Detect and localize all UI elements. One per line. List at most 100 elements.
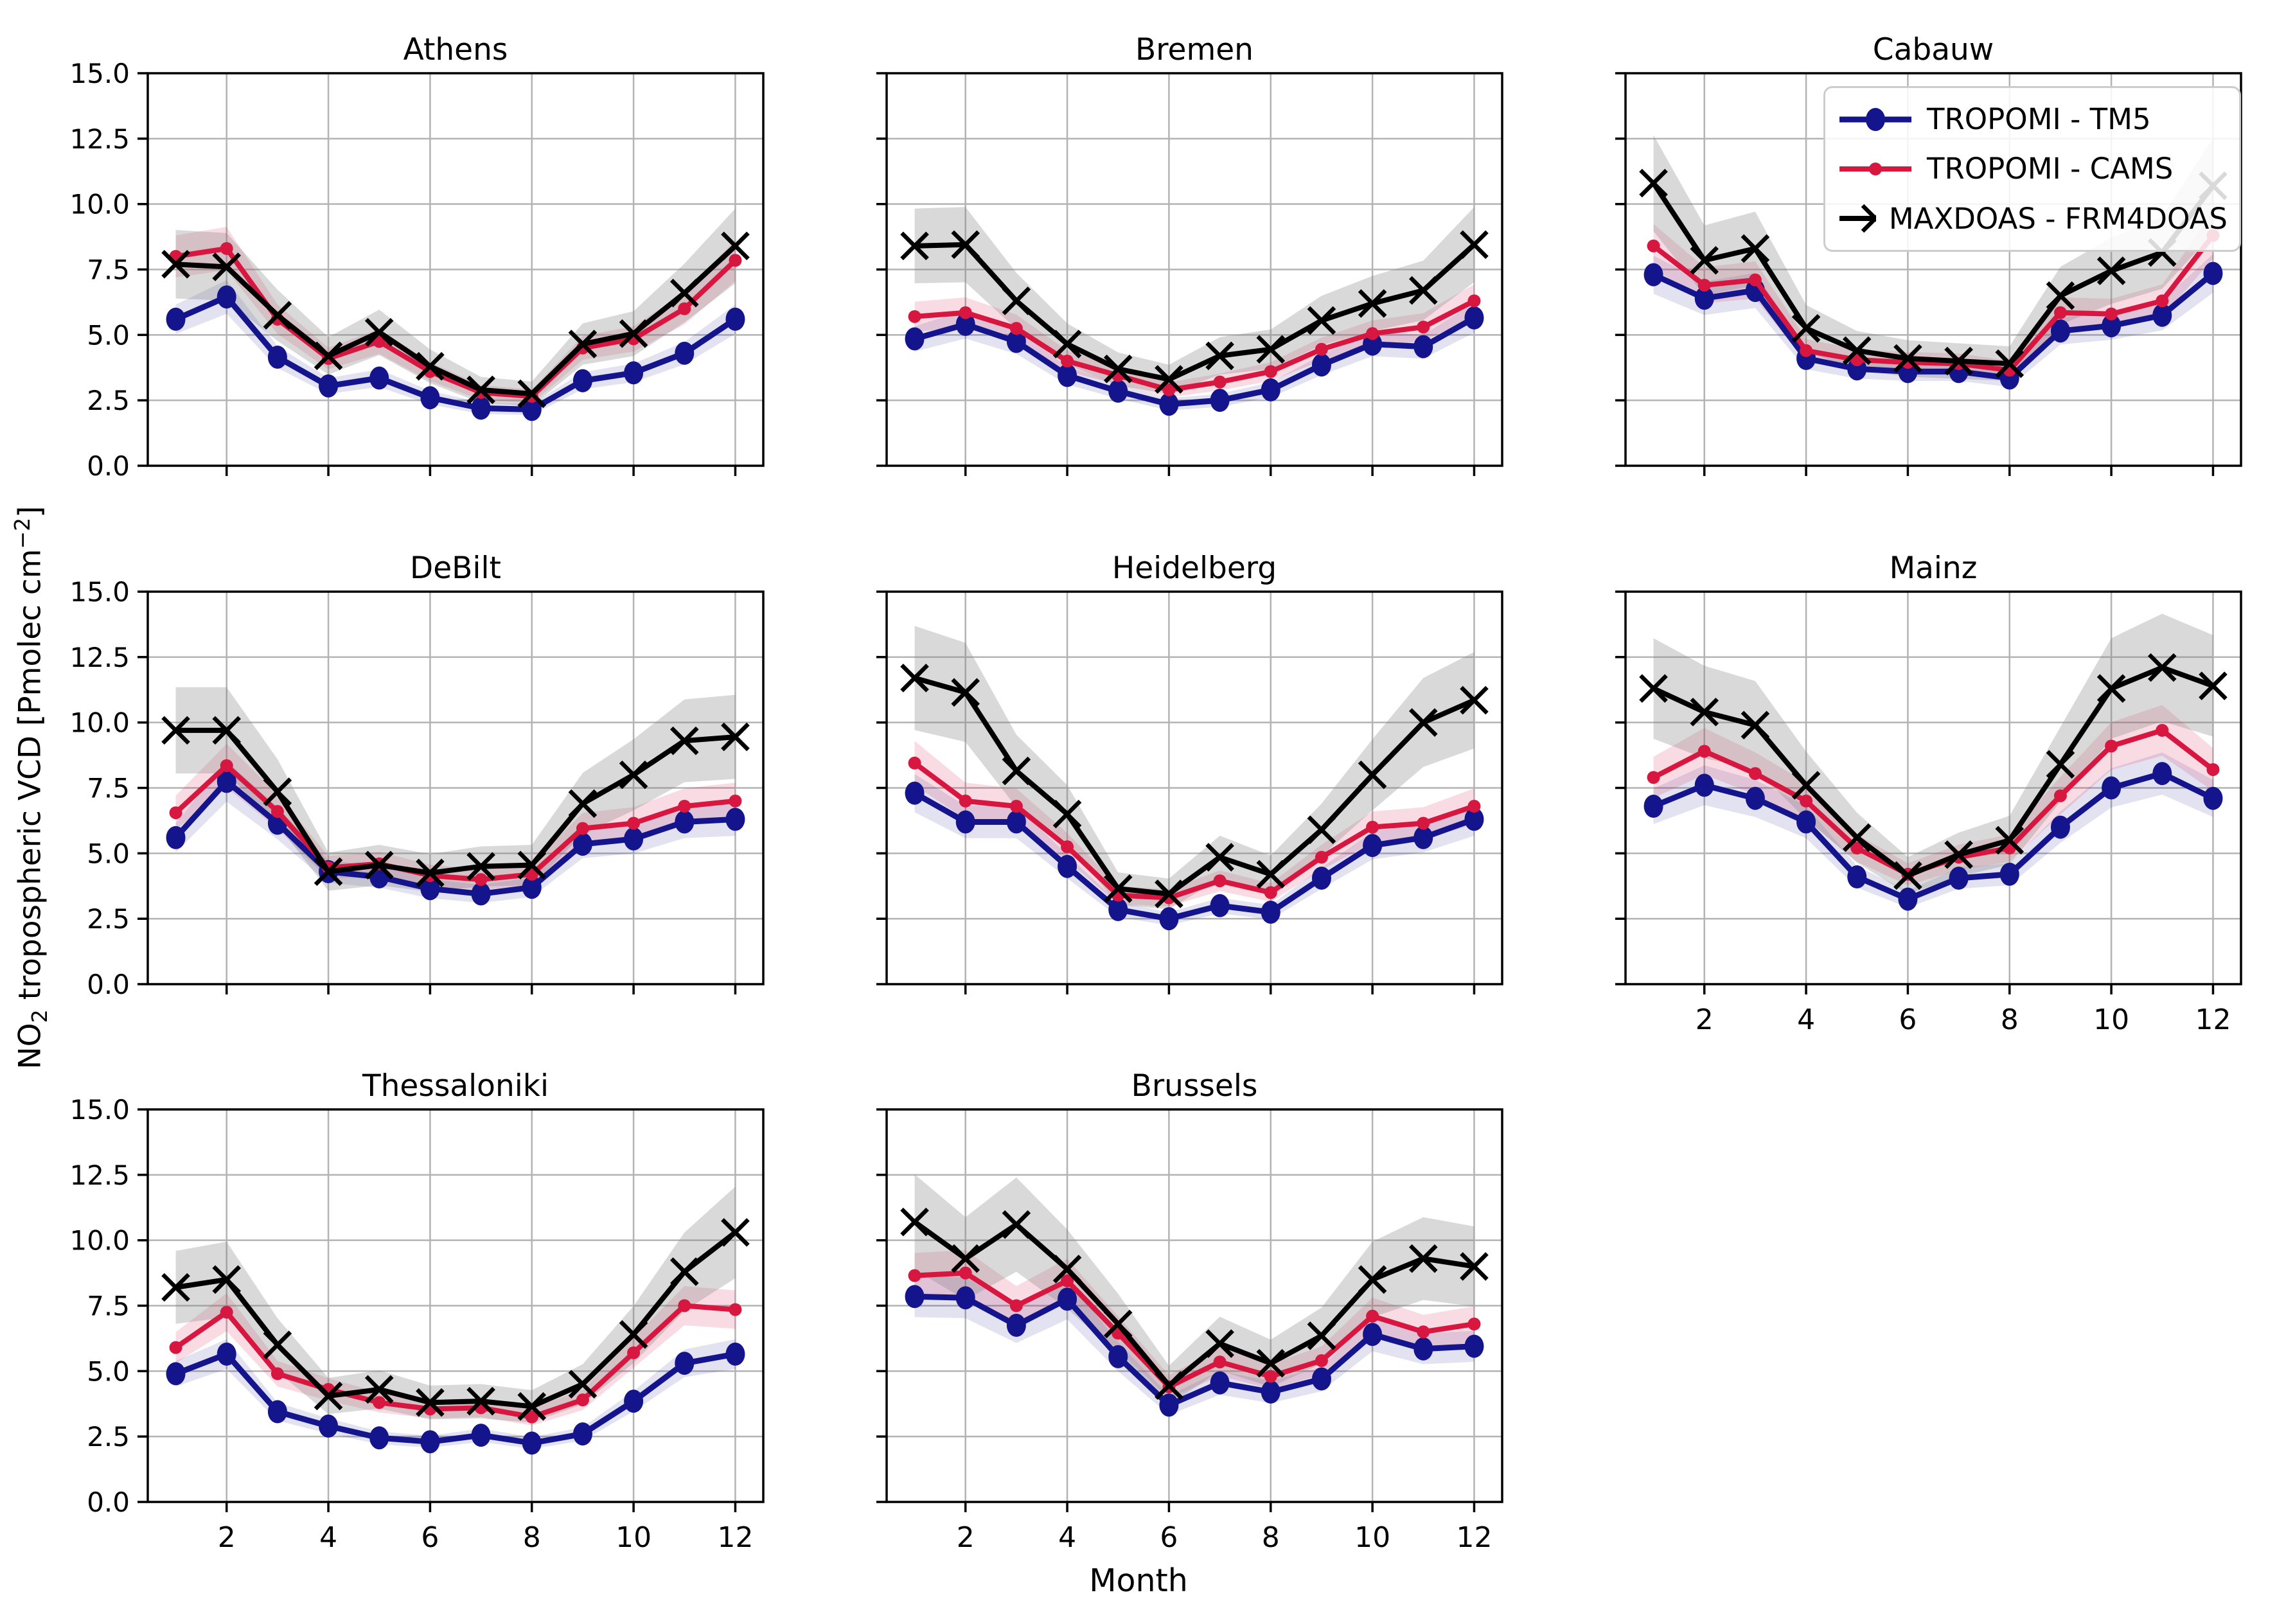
x-tick-labels: 2 4 6 8 10 12 [957, 1521, 1493, 1554]
y-tick-labels: 0.0 2.5 5.0 7.5 10.0 12.5 15.0 [69, 58, 130, 482]
panel-mainz: Mainz 2 4 6 8 10 12 [1542, 551, 2277, 1068]
x-axis-label: Month [1089, 1562, 1188, 1599]
maxdoas-series [900, 230, 1489, 394]
svg-text:8: 8 [523, 1521, 541, 1554]
cams-uncertainty-band [914, 741, 1475, 907]
tick-marks [137, 1108, 737, 1512]
maxdoas-line-marker-sample [1839, 204, 1876, 233]
svg-text:15.0: 15.0 [69, 58, 130, 89]
y-axis-label-superscript: −2 [9, 517, 35, 549]
panel-brussels: Brussels 2 4 6 8 10 12 [803, 1068, 1541, 1585]
maxdoas-series [1639, 653, 2228, 890]
svg-text:6: 6 [1899, 1003, 1917, 1036]
panel-title-mainz: Mainz [1889, 551, 1978, 586]
panel-thessaloniki: Thessaloniki 0.0 2.5 5.0 7.5 10.0 12.5 15.0 2 4 6 8… [64, 1068, 802, 1585]
panel-title-cabauw: Cabauw [1872, 32, 1994, 67]
legend-item-cams: TROPOMI - CAMS [1837, 152, 2228, 186]
panel-chart-mainz: 2 4 6 8 10 12 [1615, 590, 2242, 1036]
legend-item-maxdoas: MAXDOAS - FRM4DOAS [1837, 201, 2228, 236]
tick-marks [1615, 590, 2215, 994]
tm5-series [166, 285, 745, 421]
cams-series [908, 1266, 1481, 1393]
maxdoas-uncertainty-band [175, 687, 736, 892]
panel-title-debilt: DeBilt [410, 551, 501, 586]
tm5-series [905, 306, 1484, 416]
x-tick-labels: 2 4 6 8 10 12 [218, 1521, 754, 1554]
legend-label-cams: TROPOMI - CAMS [1927, 152, 2174, 186]
svg-text:4: 4 [319, 1521, 337, 1554]
x-tick-labels: 2 4 6 8 10 12 [1696, 1003, 2231, 1036]
tick-marks [1615, 72, 2215, 476]
maxdoas-uncertainty-band [914, 207, 1475, 394]
svg-text:5.0: 5.0 [87, 319, 130, 351]
panel-chart-heidelberg [876, 590, 1503, 994]
grid [887, 590, 1502, 985]
svg-text:12: 12 [1456, 1521, 1492, 1554]
svg-text:8: 8 [1262, 1521, 1280, 1554]
panel-chart-athens: 0.0 2.5 5.0 7.5 10.0 12.5 15.0 [69, 58, 765, 482]
tick-marks [137, 72, 737, 476]
svg-text:6: 6 [421, 1521, 439, 1554]
svg-text:2: 2 [957, 1521, 975, 1554]
cams-uncertainty-band [175, 227, 736, 403]
tm5-uncertainty-band [914, 1276, 1475, 1415]
panel-title-brussels: Brussels [1131, 1068, 1258, 1104]
svg-text:5.0: 5.0 [87, 838, 130, 869]
panel-debilt: DeBilt 0.0 2.5 5.0 7.5 10.0 12.5 15.0 [64, 551, 802, 1068]
maxdoas-series [161, 716, 750, 888]
svg-text:10: 10 [2093, 1003, 2129, 1036]
svg-text:15.0: 15.0 [69, 1094, 130, 1125]
svg-text:2.5: 2.5 [87, 1421, 130, 1452]
svg-text:2: 2 [1696, 1003, 1714, 1036]
svg-text:7.5: 7.5 [87, 1291, 130, 1322]
svg-text:5.0: 5.0 [87, 1355, 130, 1387]
svg-text:15.0: 15.0 [69, 576, 130, 608]
y-tick-labels: 0.0 2.5 5.0 7.5 10.0 12.5 15.0 [69, 1094, 130, 1518]
cams-uncertainty-band [1653, 705, 2213, 886]
panel-athens: Athens 0.0 2.5 5.0 7.5 10.0 12.5 15.0 [64, 32, 802, 549]
svg-text:2.5: 2.5 [87, 903, 130, 935]
maxdoas-uncertainty-band [175, 1187, 736, 1423]
svg-text:10.0: 10.0 [69, 1225, 130, 1257]
svg-text:10.0: 10.0 [69, 189, 130, 220]
tm5-series [905, 781, 1484, 931]
svg-text:2: 2 [218, 1521, 236, 1554]
panel-chart-debilt: 0.0 2.5 5.0 7.5 10.0 12.5 15.0 [69, 576, 765, 1000]
tm5-series [905, 1285, 1484, 1417]
svg-text:7.5: 7.5 [87, 254, 130, 286]
svg-text:12: 12 [717, 1521, 753, 1554]
panel-chart-bremen [876, 72, 1503, 476]
panel-title-bremen: Bremen [1135, 32, 1254, 67]
svg-text:10.0: 10.0 [69, 707, 130, 739]
tm5-series [166, 1342, 745, 1455]
tick-marks [876, 590, 1476, 994]
panel-chart-brussels: 2 4 6 8 10 12 [876, 1108, 1503, 1554]
tick-marks [876, 1108, 1476, 1512]
legend-label-tm5: TROPOMI - TM5 [1927, 102, 2151, 137]
maxdoas-series [161, 1218, 750, 1421]
maxdoas-series [161, 231, 750, 409]
svg-text:2.5: 2.5 [87, 385, 130, 416]
svg-text:4: 4 [1797, 1003, 1815, 1036]
legend-label-maxdoas: MAXDOAS - FRM4DOAS [1888, 201, 2228, 236]
panel-title-thessaloniki: Thessaloniki [362, 1068, 549, 1104]
tm5-uncertainty-band [175, 761, 736, 903]
svg-text:4: 4 [1058, 1521, 1076, 1554]
maxdoas-series [900, 664, 1489, 908]
panel-heidelberg: Heidelberg [803, 551, 1541, 1068]
svg-text:12.5: 12.5 [69, 123, 130, 155]
maxdoas-uncertainty-band [914, 626, 1475, 910]
tm5-uncertainty-band [1653, 254, 2213, 387]
svg-text:0.0: 0.0 [87, 1487, 130, 1518]
svg-text:10: 10 [1354, 1521, 1390, 1554]
y-axis-label-end: ] [12, 506, 48, 518]
svg-text:12.5: 12.5 [69, 1160, 130, 1191]
y-axis-label-subscript: 2 [27, 1009, 53, 1023]
panel-chart-thessaloniki: 0.0 2.5 5.0 7.5 10.0 12.5 15.0 2 4 6 8 10 12 [69, 1094, 765, 1554]
panel-bremen: Bremen [803, 32, 1541, 549]
panel-title-heidelberg: Heidelberg [1112, 551, 1277, 586]
cams-series [908, 294, 1481, 396]
svg-text:8: 8 [2001, 1003, 2019, 1036]
y-axis-label-text: NO [12, 1023, 48, 1070]
